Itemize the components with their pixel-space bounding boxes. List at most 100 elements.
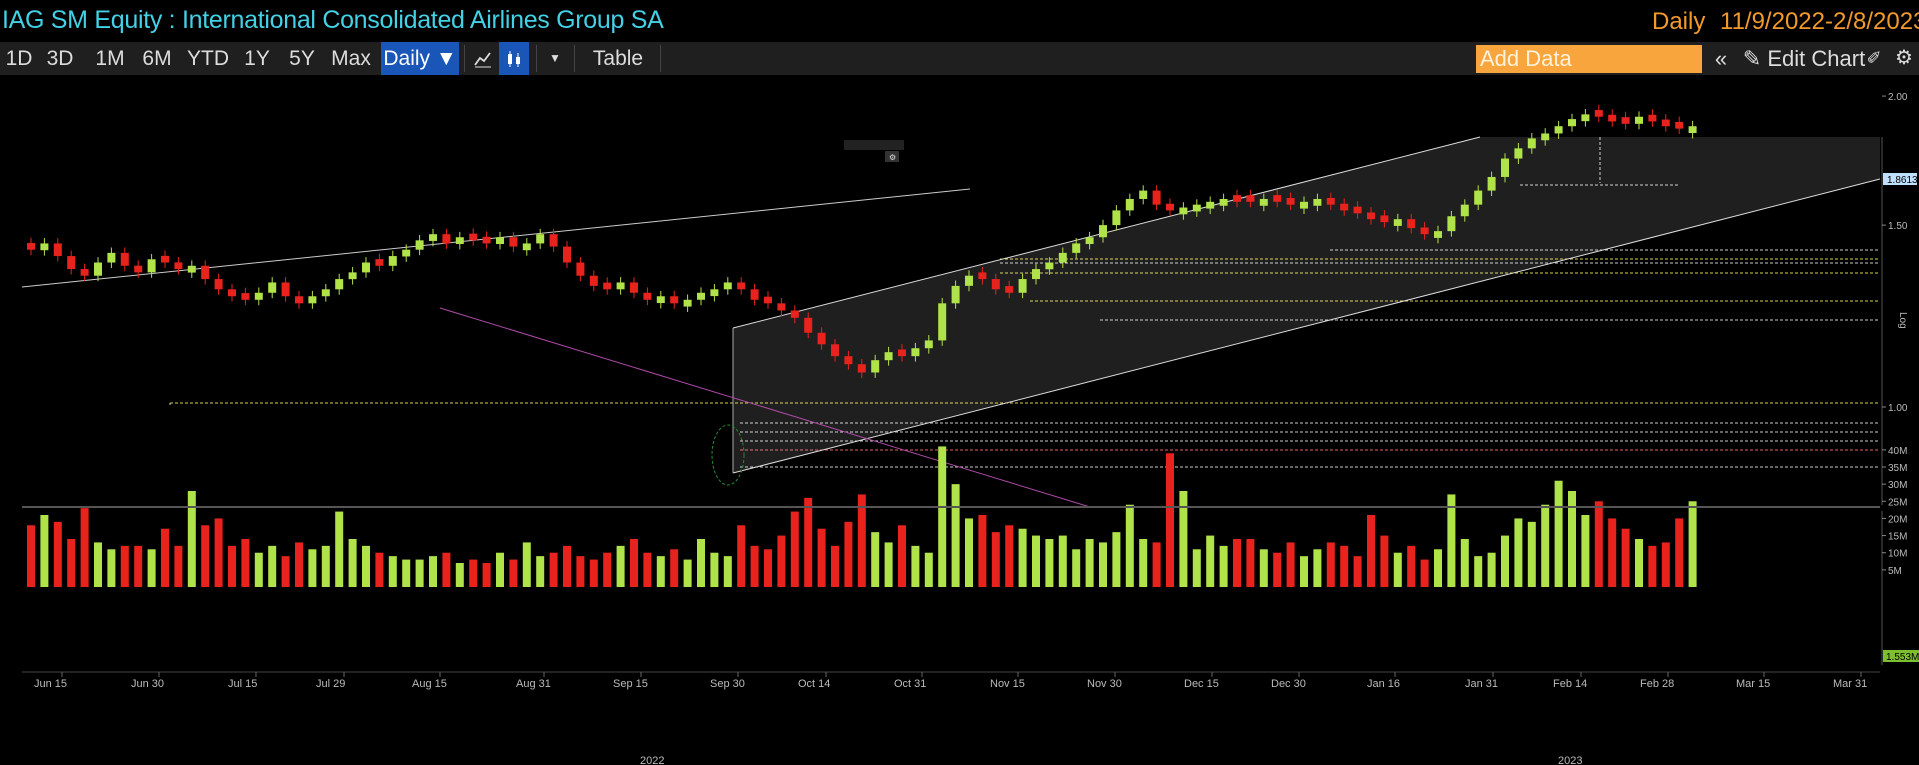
volume-bar	[1058, 535, 1067, 587]
candle	[268, 277, 277, 299]
period-6m-button[interactable]: 6M	[142, 47, 172, 70]
price-volume-chart[interactable]: 2.00 1.50 1.00 40M 35M 30M 25M 20M 15M 10M 5M Log…	[0, 75, 1919, 765]
candle	[723, 277, 732, 295]
candle	[335, 273, 344, 295]
candle	[254, 287, 263, 306]
volume-bar	[1112, 532, 1121, 587]
highlight-ellipse[interactable]	[711, 424, 745, 486]
x-tick-label: Mar 31	[1833, 678, 1867, 690]
volume-bar	[40, 515, 49, 587]
period-1d-button[interactable]: 1D	[5, 47, 33, 70]
volume-bar	[1581, 515, 1590, 587]
candle	[94, 257, 102, 282]
volume-tick-label: 35M	[1888, 463, 1907, 474]
price-tick-label: 1.00	[1888, 403, 1908, 414]
candle	[509, 231, 518, 252]
volume-bar	[1166, 453, 1174, 587]
table-button[interactable]: Table	[592, 47, 644, 70]
candle	[1527, 133, 1536, 154]
volume-bar	[1326, 542, 1335, 587]
volume-bar	[1152, 542, 1161, 587]
period-1m-button[interactable]: 1M	[95, 47, 125, 70]
volume-bar	[228, 545, 236, 587]
downtrend-line[interactable]	[439, 307, 1091, 508]
volume-bar	[1233, 539, 1241, 587]
volume-bar	[991, 532, 1000, 587]
chevron-double-left-icon[interactable]: «	[1714, 46, 1728, 71]
log-scale-label: Log	[1897, 312, 1908, 329]
candle	[1407, 213, 1416, 234]
candle	[898, 344, 906, 362]
chart-type-dropdown-icon[interactable]: ▼	[549, 51, 561, 65]
volume-bar	[1340, 545, 1349, 587]
volume-bar	[884, 542, 893, 587]
x-tick-label: Jul 15	[228, 678, 257, 690]
period-5y-button[interactable]: 5Y	[289, 47, 315, 70]
volume-bar	[1072, 549, 1081, 587]
candle	[924, 335, 933, 354]
volume-bar	[1259, 549, 1268, 587]
candle	[402, 244, 411, 262]
candle	[951, 280, 960, 309]
x-tick-label: Feb 14	[1553, 678, 1587, 690]
candle	[241, 287, 250, 306]
candle	[161, 250, 169, 268]
volume-bar	[951, 484, 960, 587]
volume-bar	[53, 521, 62, 587]
edit-chart-button[interactable]: ✎ Edit Chart	[1740, 42, 1868, 75]
date-range-label[interactable]: 11/9/2022-2/8/2023	[1720, 8, 1919, 35]
volume-bar	[1541, 504, 1550, 587]
volume-bar	[656, 556, 665, 587]
mini-toolbar[interactable]: ⚙	[844, 140, 904, 162]
volume-bar	[630, 539, 638, 587]
candle	[134, 260, 143, 278]
frequency-dropdown[interactable]: Daily ▼	[381, 42, 459, 75]
volume-bar	[1594, 501, 1603, 587]
volume-bar	[308, 549, 317, 587]
volume-bar	[1353, 556, 1362, 587]
candle	[80, 263, 89, 282]
volume-bar	[201, 525, 210, 587]
candle	[911, 342, 920, 362]
gear-icon[interactable]: ⚙	[1895, 47, 1913, 69]
candle	[1112, 205, 1121, 231]
edit-icon[interactable]: ✐	[1866, 48, 1882, 68]
candle	[965, 270, 973, 292]
candle	[53, 238, 62, 262]
period-3d-button[interactable]: 3D	[46, 47, 74, 70]
candle	[321, 283, 330, 302]
volume-bar	[281, 556, 290, 587]
volume-bar	[1487, 552, 1496, 587]
volume-bar	[1286, 542, 1295, 587]
volume-bar	[871, 532, 880, 587]
volume-bar	[643, 552, 652, 587]
period-max-button[interactable]: Max	[331, 47, 371, 70]
candle	[1032, 263, 1040, 285]
volume-bar	[107, 549, 116, 587]
period-ytd-button[interactable]: YTD	[187, 47, 229, 70]
period-1y-button[interactable]: 1Y	[244, 47, 270, 70]
candle	[1635, 111, 1643, 130]
volume-bar	[1474, 556, 1483, 587]
frequency-label: Daily	[1652, 8, 1706, 35]
volume-bar	[1648, 545, 1657, 587]
add-data-input[interactable]	[1476, 45, 1702, 73]
last-price-badge	[1883, 173, 1917, 185]
volume-bar	[509, 559, 518, 587]
candle	[1541, 128, 1550, 146]
volume-bar	[938, 446, 947, 587]
volume-bar	[1514, 518, 1523, 587]
candle	[455, 231, 464, 250]
volume-bar	[1635, 539, 1643, 587]
volume-bar	[1460, 539, 1469, 587]
candle-chart-icon[interactable]	[499, 42, 529, 75]
line-chart-icon[interactable]	[469, 42, 497, 75]
volume-bar	[1032, 535, 1040, 587]
candle	[1072, 238, 1081, 259]
volume-bar	[1139, 539, 1148, 587]
volume-bar	[161, 528, 169, 587]
x-tick-label: Mar 15	[1736, 678, 1770, 690]
candle	[1554, 120, 1563, 139]
x-tick-label: Jun 15	[34, 678, 67, 690]
toolbar-divider	[574, 45, 575, 72]
